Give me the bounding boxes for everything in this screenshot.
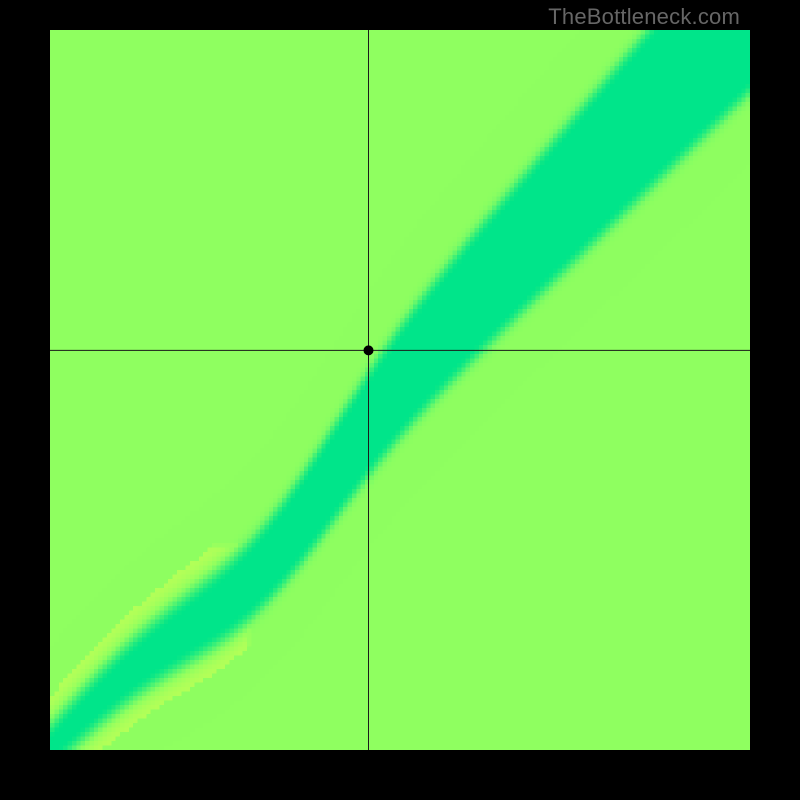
chart-frame: TheBottleneck.com <box>0 0 800 800</box>
attribution-text: TheBottleneck.com <box>548 4 740 30</box>
heatmap-canvas <box>50 30 750 750</box>
plot-area <box>50 30 750 750</box>
